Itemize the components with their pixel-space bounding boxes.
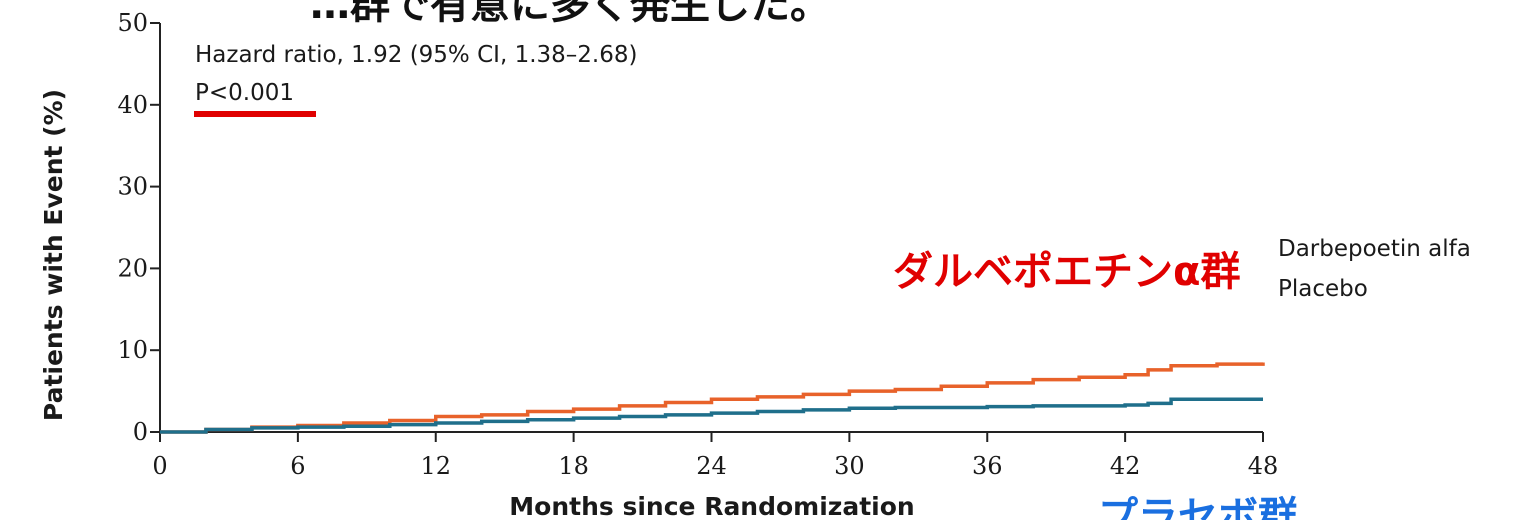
p-value-annotation: P<0.001 — [195, 80, 294, 106]
x-tick-label: 36 — [972, 452, 1003, 480]
y-tick-label: 40 — [117, 91, 148, 119]
axes — [159, 23, 1263, 433]
jp-darbepoetin-group-label: ダルベポエチンα群 — [893, 249, 1240, 295]
series-label-darbepoetin: Darbepoetin alfa — [1278, 236, 1471, 262]
x-tick-label: 42 — [1110, 452, 1141, 480]
y-tick-label: 10 — [117, 336, 148, 364]
x-tick-label: 48 — [1248, 452, 1279, 480]
y-tick-label: 50 — [117, 9, 148, 37]
x-tick-label: 18 — [558, 452, 589, 480]
y-tick-label: 20 — [117, 254, 148, 282]
series-line-placebo — [160, 397, 1263, 434]
y-tick-label: 30 — [117, 173, 148, 201]
jp-placebo-group-label: プラセボ群 — [1098, 494, 1298, 520]
x-tick-label: 6 — [290, 452, 305, 480]
ticks: 0 10 20 30 40 50 0 6 12 18 24 30 36 42 48 — [117, 9, 1278, 480]
series — [160, 362, 1265, 434]
y-axis-title: Patients with Event (%) — [39, 89, 68, 421]
x-tick-label: 30 — [834, 452, 865, 480]
x-tick-label: 0 — [152, 452, 167, 480]
series-label-placebo: Placebo — [1278, 276, 1368, 302]
p-value-underline — [194, 111, 316, 117]
y-tick-label: 0 — [133, 418, 148, 446]
x-tick-label: 12 — [420, 452, 451, 480]
series-line-darbepoetin — [160, 362, 1265, 434]
x-tick-label: 24 — [696, 452, 727, 480]
hazard-ratio-annotation: Hazard ratio, 1.92 (95% CI, 1.38–2.68) — [195, 42, 637, 68]
banner-heading: …群で有意に多く発生した。 — [310, 0, 830, 28]
x-axis-title: Months since Randomization — [509, 492, 914, 520]
